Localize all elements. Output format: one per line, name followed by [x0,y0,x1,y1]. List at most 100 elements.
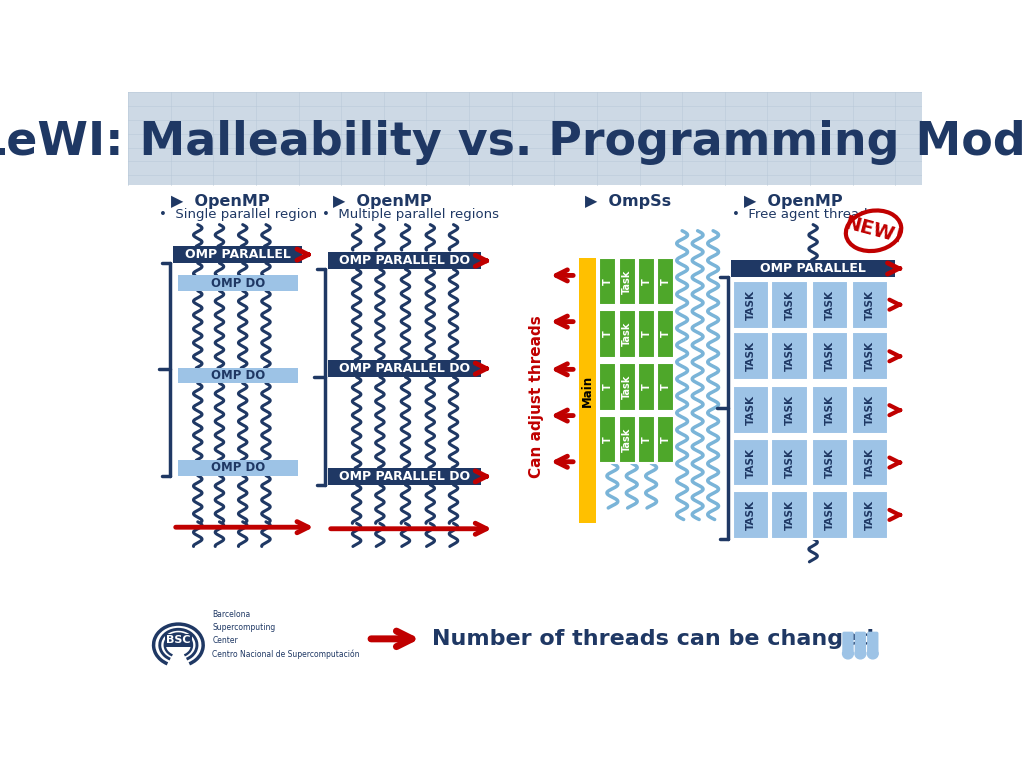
FancyBboxPatch shape [812,333,848,380]
Text: T: T [603,330,612,337]
FancyBboxPatch shape [599,258,616,306]
FancyBboxPatch shape [618,310,636,358]
Text: TASK: TASK [784,448,795,478]
Text: ▶  OmpSs: ▶ OmpSs [586,194,672,209]
FancyBboxPatch shape [657,258,675,306]
Text: TASK: TASK [865,290,876,319]
FancyBboxPatch shape [657,310,675,358]
FancyBboxPatch shape [732,491,769,539]
Text: LeWI: Malleability vs. Programming Model: LeWI: Malleability vs. Programming Model [0,120,1024,164]
FancyBboxPatch shape [328,468,480,485]
Text: TASK: TASK [865,448,876,478]
Text: TASK: TASK [784,290,795,319]
FancyBboxPatch shape [812,491,848,539]
FancyBboxPatch shape [657,363,675,411]
FancyBboxPatch shape [177,276,298,291]
Text: Can adjust threads: Can adjust threads [529,315,544,478]
FancyBboxPatch shape [856,633,865,651]
Text: OMP DO: OMP DO [211,462,265,475]
FancyBboxPatch shape [328,253,480,270]
Text: TASK: TASK [745,396,756,425]
FancyBboxPatch shape [771,386,808,434]
Text: TASK: TASK [824,396,835,425]
FancyBboxPatch shape [844,633,853,651]
Text: OMP PARALLEL DO: OMP PARALLEL DO [339,470,470,483]
Text: T: T [660,384,671,390]
FancyBboxPatch shape [812,386,848,434]
FancyBboxPatch shape [771,333,808,380]
FancyBboxPatch shape [731,260,895,277]
Text: TASK: TASK [784,396,795,425]
Text: T: T [641,278,651,285]
Text: Main: Main [581,375,594,406]
Text: Task: Task [623,322,632,346]
Text: T: T [641,436,651,443]
Text: TASK: TASK [745,500,756,530]
Text: Task: Task [623,427,632,452]
FancyBboxPatch shape [852,386,888,434]
FancyBboxPatch shape [618,258,636,306]
FancyBboxPatch shape [173,247,302,263]
FancyBboxPatch shape [732,439,769,486]
Text: OMP DO: OMP DO [211,276,265,290]
Text: TASK: TASK [865,500,876,530]
Text: TASK: TASK [745,448,756,478]
FancyBboxPatch shape [638,415,655,463]
Text: Task: Task [623,375,632,399]
FancyBboxPatch shape [177,460,298,475]
Text: •  Single parallel region: • Single parallel region [159,207,317,220]
FancyBboxPatch shape [599,310,616,358]
FancyBboxPatch shape [618,363,636,411]
FancyBboxPatch shape [732,333,769,380]
Text: ▶  OpenMP: ▶ OpenMP [171,194,269,209]
Text: •  Free agent threads: • Free agent threads [732,207,874,220]
Text: Task: Task [623,270,632,294]
Ellipse shape [846,210,901,251]
FancyBboxPatch shape [771,491,808,539]
Text: ▶  OpenMP: ▶ OpenMP [334,194,432,209]
FancyBboxPatch shape [812,439,848,486]
FancyBboxPatch shape [852,491,888,539]
Text: TASK: TASK [824,448,835,478]
Text: T: T [660,330,671,337]
FancyBboxPatch shape [812,281,848,329]
FancyBboxPatch shape [732,386,769,434]
FancyBboxPatch shape [868,633,878,651]
Text: Number of threads can be changed: Number of threads can be changed [432,629,873,649]
FancyBboxPatch shape [638,363,655,411]
Text: BSC: BSC [166,635,190,645]
Text: OMP PARALLEL: OMP PARALLEL [184,248,291,261]
Text: T: T [641,330,651,337]
FancyBboxPatch shape [852,333,888,380]
Text: OMP DO: OMP DO [211,369,265,382]
Text: Barcelona
Supercomputing
Center
Centro Nacional de Supercomputación: Barcelona Supercomputing Center Centro N… [212,610,360,659]
FancyBboxPatch shape [638,310,655,358]
Text: TASK: TASK [865,396,876,425]
Text: T: T [660,436,671,443]
Text: TASK: TASK [824,290,835,319]
Text: TASK: TASK [784,341,795,371]
FancyBboxPatch shape [638,258,655,306]
FancyBboxPatch shape [852,281,888,329]
Circle shape [867,648,879,659]
Text: OMP PARALLEL: OMP PARALLEL [760,262,866,275]
FancyBboxPatch shape [771,281,808,329]
Text: OMP PARALLEL DO: OMP PARALLEL DO [339,362,470,375]
Text: OMP PARALLEL DO: OMP PARALLEL DO [339,254,470,267]
Text: T: T [603,384,612,390]
Circle shape [843,648,853,659]
FancyBboxPatch shape [328,360,480,377]
Text: TASK: TASK [824,500,835,530]
Text: TASK: TASK [824,341,835,371]
Text: T: T [660,278,671,285]
FancyBboxPatch shape [771,439,808,486]
FancyBboxPatch shape [599,415,616,463]
Circle shape [855,648,866,659]
FancyBboxPatch shape [852,439,888,486]
FancyBboxPatch shape [128,92,922,184]
Text: ▶  OpenMP: ▶ OpenMP [744,194,843,209]
FancyBboxPatch shape [657,415,675,463]
Text: NEW!: NEW! [842,214,905,248]
Text: TASK: TASK [745,290,756,319]
FancyBboxPatch shape [579,258,596,523]
